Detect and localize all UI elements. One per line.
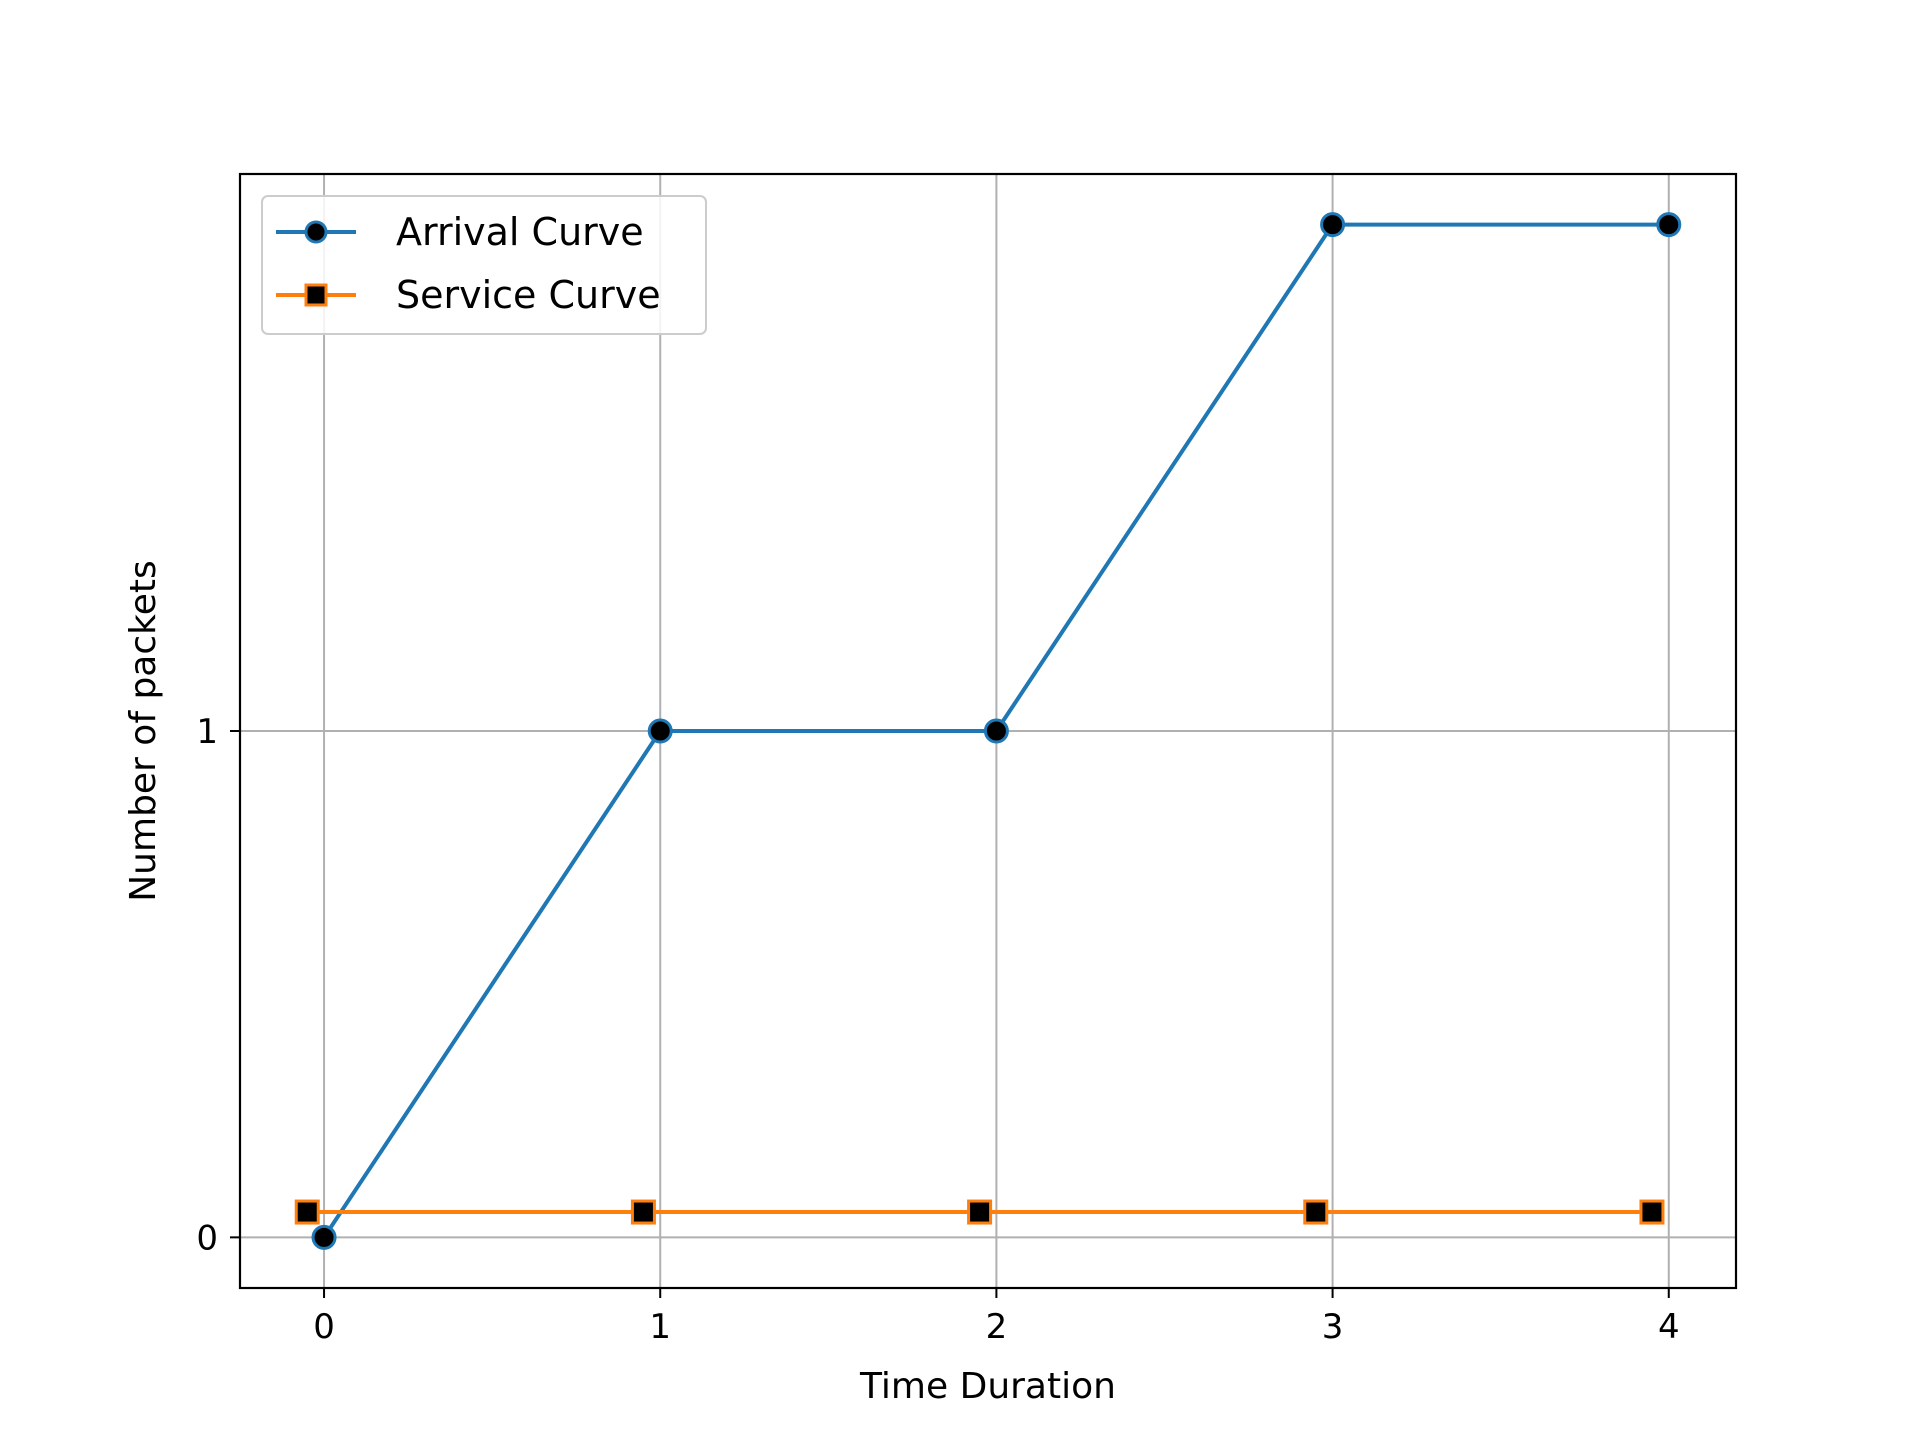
circle-data-point xyxy=(311,1224,337,1250)
circle-data-point xyxy=(647,718,673,744)
circle-data-point xyxy=(983,718,1009,744)
x-tick-label: 0 xyxy=(313,1307,335,1347)
y-axis-label: Number of packets xyxy=(123,560,164,902)
x-tick-label: 2 xyxy=(986,1307,1008,1347)
legend-label: Arrival Curve xyxy=(396,210,644,254)
square-data-point xyxy=(1303,1199,1329,1225)
square-data-point xyxy=(630,1199,656,1225)
square-data-point xyxy=(294,1199,320,1225)
series-service-curve xyxy=(294,1199,1665,1225)
series-group xyxy=(294,212,1682,1250)
y-tick-label: 1 xyxy=(196,712,218,752)
series-arrival-curve xyxy=(311,212,1682,1250)
ticks: 0 1 2 3 4 0 1 xyxy=(196,712,1679,1347)
square-data-point xyxy=(967,1199,993,1225)
legend: Arrival Curve Service Curve xyxy=(261,195,707,335)
x-tick-label: 3 xyxy=(1322,1307,1344,1347)
x-tick-label: 4 xyxy=(1658,1307,1680,1347)
x-tick-label: 1 xyxy=(649,1307,671,1347)
legend-label: Service Curve xyxy=(396,273,661,317)
legend-square-marker xyxy=(304,283,328,307)
square-data-point xyxy=(1639,1199,1665,1225)
legend-box xyxy=(261,195,707,335)
x-axis-label: Time Duration xyxy=(859,1366,1116,1407)
circle-data-point xyxy=(1320,212,1346,238)
y-tick-label: 0 xyxy=(196,1218,218,1258)
circle-data-point xyxy=(1656,212,1682,238)
legend-circle-marker xyxy=(304,220,328,244)
